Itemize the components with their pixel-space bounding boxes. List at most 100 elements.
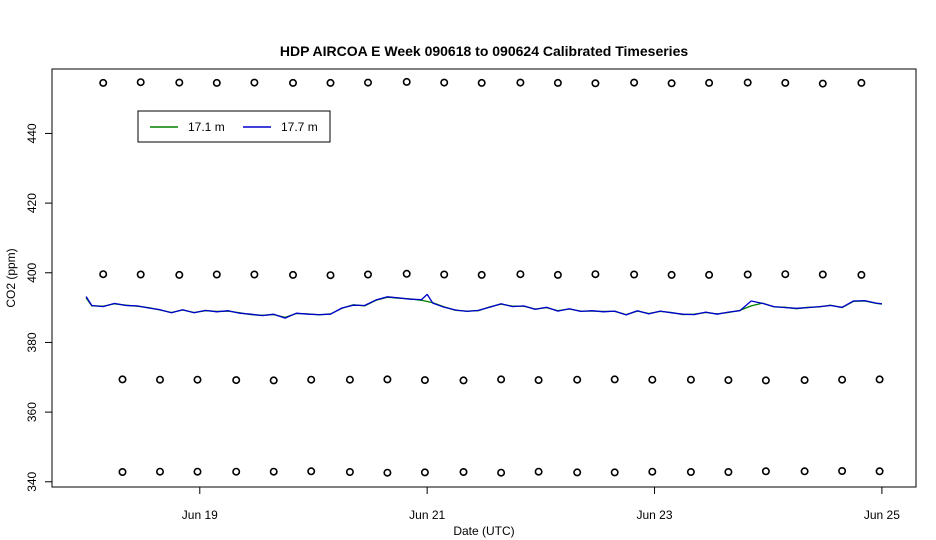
y-tick-label-0: 340 (25, 471, 39, 491)
marker-1-20 (857, 270, 866, 279)
marker-3-1 (156, 467, 165, 476)
y-axis: 340 360 380 400 420 440 (25, 123, 52, 492)
marker-0-15 (667, 79, 676, 88)
marker-1-19 (818, 270, 827, 279)
marker-2-11 (534, 376, 543, 385)
marker-3-16 (724, 467, 733, 476)
marker-2-19 (838, 375, 847, 384)
reference-markers (99, 77, 884, 477)
marker-3-2 (193, 467, 202, 476)
marker-0-9 (440, 78, 449, 87)
marker-1-1 (136, 270, 145, 279)
marker-1-17 (743, 270, 752, 279)
marker-0-2 (175, 78, 184, 87)
marker-2-0 (118, 375, 127, 384)
series-line-1 (85, 293, 882, 319)
marker-3-17 (761, 467, 770, 476)
marker-0-7 (363, 78, 372, 87)
marker-3-19 (838, 466, 847, 475)
x-tick-label-1: Jun 21 (409, 508, 445, 522)
marker-2-6 (345, 375, 354, 384)
marker-1-13 (591, 270, 600, 279)
marker-3-13 (610, 468, 619, 477)
series-layer (85, 293, 882, 319)
marker-2-13 (610, 375, 619, 384)
marker-0-5 (288, 78, 297, 87)
marker-2-2 (193, 375, 202, 384)
marker-0-3 (212, 78, 221, 87)
marker-3-7 (383, 468, 392, 477)
marker-0-10 (477, 78, 486, 87)
marker-2-9 (459, 376, 468, 385)
marker-3-18 (800, 467, 809, 476)
y-tick-label-1: 360 (25, 402, 39, 422)
plot-frame (51, 68, 917, 488)
marker-1-6 (326, 271, 335, 280)
marker-0-19 (818, 79, 827, 88)
marker-0-4 (250, 78, 259, 87)
marker-3-4 (269, 467, 278, 476)
marker-1-9 (440, 270, 449, 279)
marker-2-10 (497, 375, 506, 384)
y-axis-label: CO2 (ppm) (4, 248, 18, 307)
marker-0-16 (705, 78, 714, 87)
marker-3-3 (232, 467, 241, 476)
x-tick-label-2: Jun 23 (637, 508, 673, 522)
marker-1-18 (781, 270, 790, 279)
marker-3-11 (534, 467, 543, 476)
marker-2-18 (800, 376, 809, 385)
x-tick-label-0: Jun 19 (182, 508, 218, 522)
marker-2-4 (269, 376, 278, 385)
marker-1-5 (288, 270, 297, 279)
y-tick-label-3: 400 (25, 262, 39, 282)
marker-2-12 (573, 375, 582, 384)
marker-3-9 (459, 467, 468, 476)
marker-0-13 (591, 79, 600, 88)
marker-3-6 (345, 467, 354, 476)
marker-2-17 (761, 376, 770, 385)
marker-0-8 (402, 77, 411, 86)
marker-1-11 (516, 270, 525, 279)
x-axis-label: Date (UTC) (453, 524, 514, 538)
x-tick-label-3: Jun 25 (864, 508, 900, 522)
legend: 17.1 m 17.7 m (137, 110, 331, 143)
marker-1-10 (477, 270, 486, 279)
marker-1-8 (402, 269, 411, 278)
x-axis: Jun 19 Jun 21 Jun 23 Jun 25 (182, 487, 900, 522)
marker-2-3 (232, 376, 241, 385)
marker-2-8 (420, 376, 429, 385)
marker-0-1 (136, 78, 145, 87)
marker-0-6 (326, 78, 335, 87)
marker-0-20 (857, 78, 866, 87)
marker-3-0 (118, 467, 127, 476)
marker-1-14 (630, 270, 639, 279)
y-tick-label-2: 380 (25, 332, 39, 352)
marker-0-11 (516, 78, 525, 87)
marker-1-4 (250, 270, 259, 279)
marker-1-16 (705, 270, 714, 279)
marker-2-14 (648, 375, 657, 384)
marker-2-15 (686, 375, 695, 384)
chart-title: HDP AIRCOA E Week 090618 to 090624 Calib… (280, 43, 688, 59)
marker-0-14 (630, 78, 639, 87)
marker-2-5 (307, 375, 316, 384)
y-tick-label-5: 440 (25, 123, 39, 143)
legend-label-17-1m: 17.1 m (188, 120, 225, 134)
marker-3-14 (648, 467, 657, 476)
marker-0-0 (99, 78, 108, 87)
marker-3-5 (307, 467, 316, 476)
marker-0-12 (553, 78, 562, 87)
marker-0-17 (743, 78, 752, 87)
marker-1-3 (212, 270, 221, 279)
marker-3-20 (875, 467, 884, 476)
marker-2-7 (383, 375, 392, 384)
marker-2-1 (156, 375, 165, 384)
y-tick-label-4: 420 (25, 193, 39, 213)
marker-2-16 (724, 376, 733, 385)
marker-0-18 (781, 78, 790, 87)
marker-3-15 (686, 467, 695, 476)
marker-1-12 (553, 270, 562, 279)
marker-3-8 (420, 468, 429, 477)
